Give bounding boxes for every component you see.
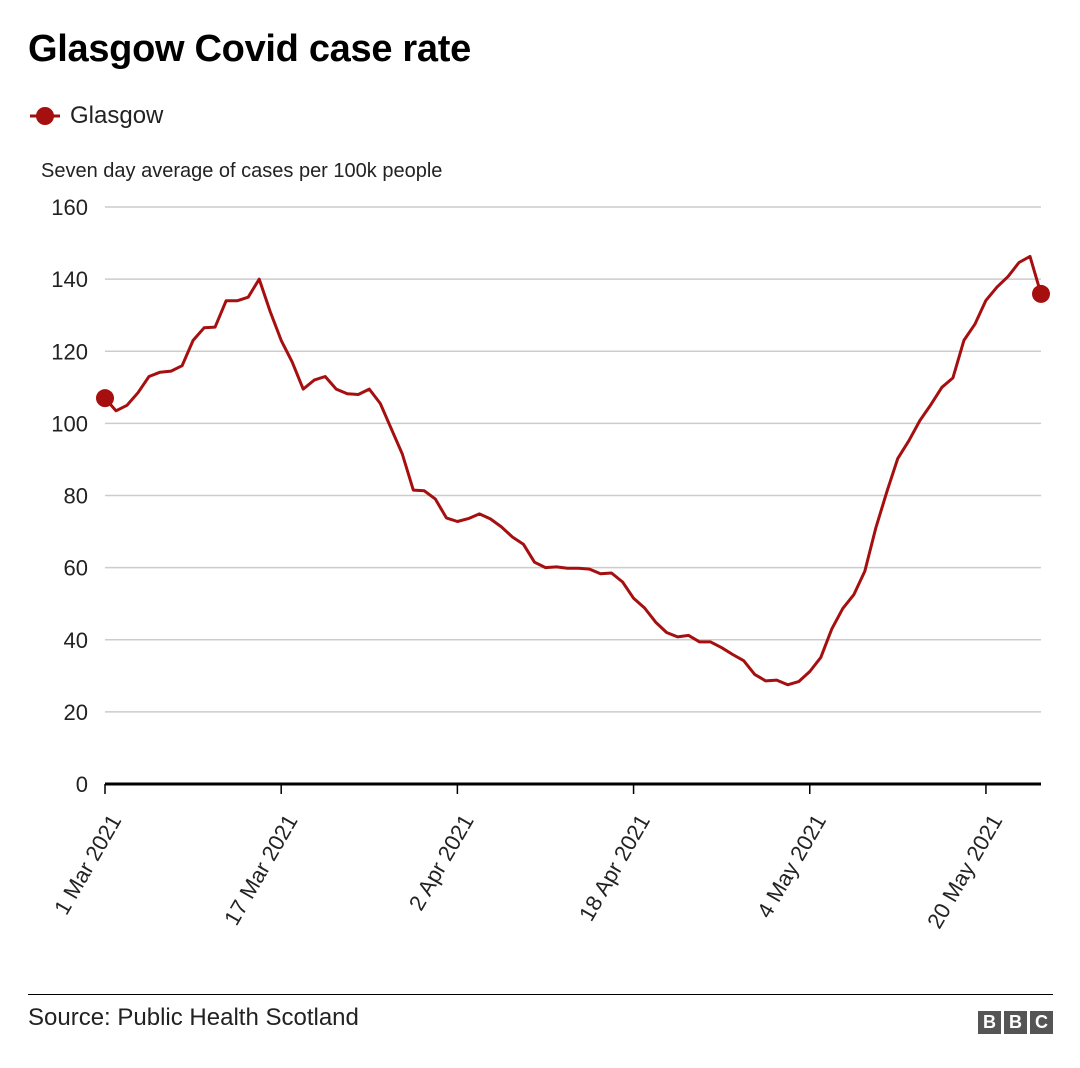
y-tick-label: 100 <box>51 411 88 436</box>
bbc-logo: B B C <box>978 1011 1053 1034</box>
chart-title: Glasgow Covid case rate <box>28 28 471 70</box>
bbc-logo-letter: C <box>1030 1011 1053 1034</box>
x-tick-label: 4 May 2021 <box>752 810 831 922</box>
legend-label: Glasgow <box>70 102 164 129</box>
source-note: Source: Public Health Scotland <box>28 1004 359 1031</box>
x-tick-label: 1 Mar 2021 <box>49 810 126 919</box>
x-tick-label: 18 Apr 2021 <box>574 810 655 925</box>
legend-marker-icon <box>30 107 60 125</box>
y-axis-title: Seven day average of cases per 100k peop… <box>41 160 443 182</box>
start-point-marker <box>96 389 114 408</box>
y-tick-label: 20 <box>64 700 88 725</box>
end-point-marker <box>1032 284 1050 303</box>
y-tick-label: 140 <box>51 267 88 292</box>
y-tick-label: 0 <box>76 772 88 797</box>
y-tick-label: 80 <box>64 484 88 509</box>
x-tick-label: 20 May 2021 <box>922 810 1007 933</box>
footer-divider <box>28 994 1053 995</box>
line-chart: 0 20 40 60 80 100 120 140 160 1 Mar 2021 17 Mar 20… <box>49 195 1050 933</box>
bbc-logo-letter: B <box>1004 1011 1027 1034</box>
legend: Glasgow <box>28 102 163 130</box>
bbc-logo-letter: B <box>978 1011 1001 1034</box>
y-tick-label: 120 <box>51 339 88 364</box>
y-tick-label: 40 <box>64 628 88 653</box>
y-tick-label: 60 <box>64 556 88 581</box>
y-tick-label: 160 <box>51 195 88 220</box>
x-tick-label: 2 Apr 2021 <box>404 810 479 915</box>
x-tick-label: 17 Mar 2021 <box>219 810 302 929</box>
series-line-glasgow <box>103 254 1043 687</box>
